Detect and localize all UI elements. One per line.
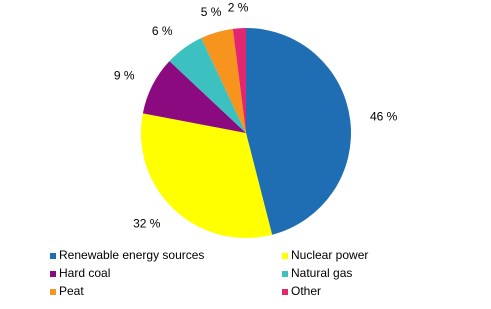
pie-slice [246,28,352,235]
legend-label: Hard coal [59,266,110,280]
pie-slice [201,28,246,133]
legend-label: Peat [59,284,84,298]
pie-slice [232,28,246,133]
pie-slice [140,113,273,238]
legend-label: Renewable energy sources [59,248,204,262]
pie-slice [142,61,246,133]
legend-swatch [282,271,288,277]
data-label: 2 % [228,0,249,14]
legend-label: Other [291,284,321,298]
legend-label: Natural gas [291,266,352,280]
legend-label: Nuclear power [291,248,368,262]
data-label: 5 % [201,5,222,19]
data-label: 9 % [114,68,135,82]
data-label: 46 % [370,110,398,124]
data-label: 32 % [133,216,161,230]
data-label: 6 % [152,24,173,38]
pie-slice [169,37,246,133]
legend-swatch [50,253,56,259]
legend-swatch [50,271,56,277]
legend-swatch [50,289,56,295]
legend-swatch [282,289,288,295]
legend-swatch [282,253,288,259]
